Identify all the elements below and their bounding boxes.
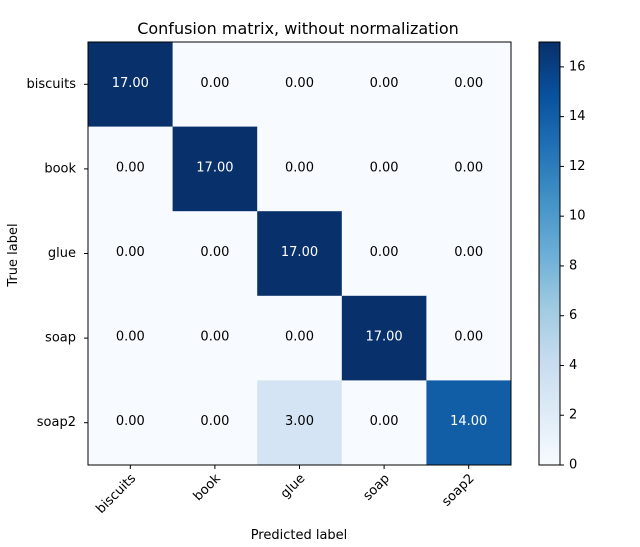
colorbar-tick-label: 4 (569, 358, 577, 373)
y-axis-label: True label (6, 223, 21, 287)
heatmap-cell (341, 42, 427, 128)
cell-value-label: 0.00 (454, 330, 483, 345)
cell-value-label: 3.00 (285, 414, 314, 429)
y-tick-label: soap2 (37, 415, 76, 430)
cell-value-label: 0.00 (370, 245, 399, 260)
heatmap-cell (172, 126, 258, 212)
heatmap-cell (426, 295, 512, 381)
colorbar-tick-label: 14 (569, 109, 586, 124)
cell-value-label: 17.00 (281, 245, 318, 260)
cell-value-label: 0.00 (285, 330, 314, 345)
cell-value-label: 0.00 (454, 160, 483, 175)
y-tick-label: biscuits (26, 77, 76, 92)
colorbar-tick-label: 2 (569, 408, 577, 423)
colorbar-tick-label: 8 (569, 258, 577, 273)
heatmap-cells: 17.00 0.00 0.00 0.00 0.00 0.00 17.00 0.00 0.00 0.… (88, 42, 512, 466)
y-axis-ticks: biscuits book glue soap soap2 (26, 77, 88, 430)
cell-value-label: 0.00 (116, 160, 145, 175)
heatmap-cell (341, 126, 427, 212)
x-tick-label: biscuits (94, 471, 140, 517)
cell-value-label: 0.00 (200, 76, 229, 91)
heatmap-cell (257, 380, 343, 466)
heatmap-cell (172, 380, 258, 466)
colorbar-tick-label: 10 (569, 209, 586, 224)
chart-title: Confusion matrix, without normalization (137, 19, 459, 38)
y-tick-label: book (44, 161, 76, 176)
colorbar-tick-label: 6 (569, 308, 577, 323)
x-axis-label: Predicted label (251, 528, 348, 543)
y-tick-label: soap (45, 331, 76, 346)
cell-value-label: 0.00 (116, 245, 145, 260)
heatmap-cell (257, 126, 343, 212)
heatmap-cell (426, 126, 512, 212)
y-tick-label: glue (48, 246, 76, 261)
cell-value-label: 0.00 (200, 330, 229, 345)
cell-value-label: 17.00 (365, 330, 402, 345)
cell-value-label: 17.00 (196, 160, 233, 175)
colorbar-ticks: 0 2 4 6 8 10 12 14 16 (560, 59, 586, 473)
heatmap-cell (341, 380, 427, 466)
heatmap-cell (426, 42, 512, 128)
heatmap-cell (88, 42, 174, 128)
heatmap-cell (426, 211, 512, 297)
cell-value-label: 0.00 (454, 76, 483, 91)
heatmap-cell (426, 380, 512, 466)
cell-value-label: 14.00 (450, 414, 487, 429)
x-tick-label: glue (278, 471, 308, 501)
colorbar-tick-label: 0 (569, 458, 577, 473)
cell-value-label: 0.00 (370, 160, 399, 175)
heatmap-cell (88, 126, 174, 212)
heatmap-cell (257, 42, 343, 128)
cell-value-label: 0.00 (285, 76, 314, 91)
cell-value-label: 0.00 (116, 414, 145, 429)
cell-value-label: 17.00 (112, 76, 149, 91)
heatmap-cell (172, 211, 258, 297)
colorbar-tick-label: 16 (569, 59, 586, 74)
heatmap-cell (88, 211, 174, 297)
x-tick-label: soap (360, 471, 392, 503)
cell-value-label: 0.00 (285, 160, 314, 175)
heatmap-cell (172, 295, 258, 381)
cell-value-label: 0.00 (370, 76, 399, 91)
cell-value-label: 0.00 (116, 330, 145, 345)
cell-value-label: 0.00 (200, 414, 229, 429)
cell-value-label: 0.00 (454, 245, 483, 260)
x-tick-label: soap2 (439, 471, 477, 509)
heatmap-cell (88, 380, 174, 466)
heatmap-cell (257, 295, 343, 381)
cell-value-label: 0.00 (200, 245, 229, 260)
heatmap-cell (172, 42, 258, 128)
colorbar (538, 41, 561, 466)
cell-value-label: 0.00 (370, 414, 399, 429)
heatmap-cell (257, 211, 343, 297)
x-axis-ticks: biscuits book glue soap soap2 (94, 465, 478, 517)
heatmap-cell (88, 295, 174, 381)
x-tick-label: book (191, 471, 224, 504)
colorbar-tick-label: 12 (569, 159, 586, 174)
heatmap-cell (341, 211, 427, 297)
heatmap-cell (341, 295, 427, 381)
